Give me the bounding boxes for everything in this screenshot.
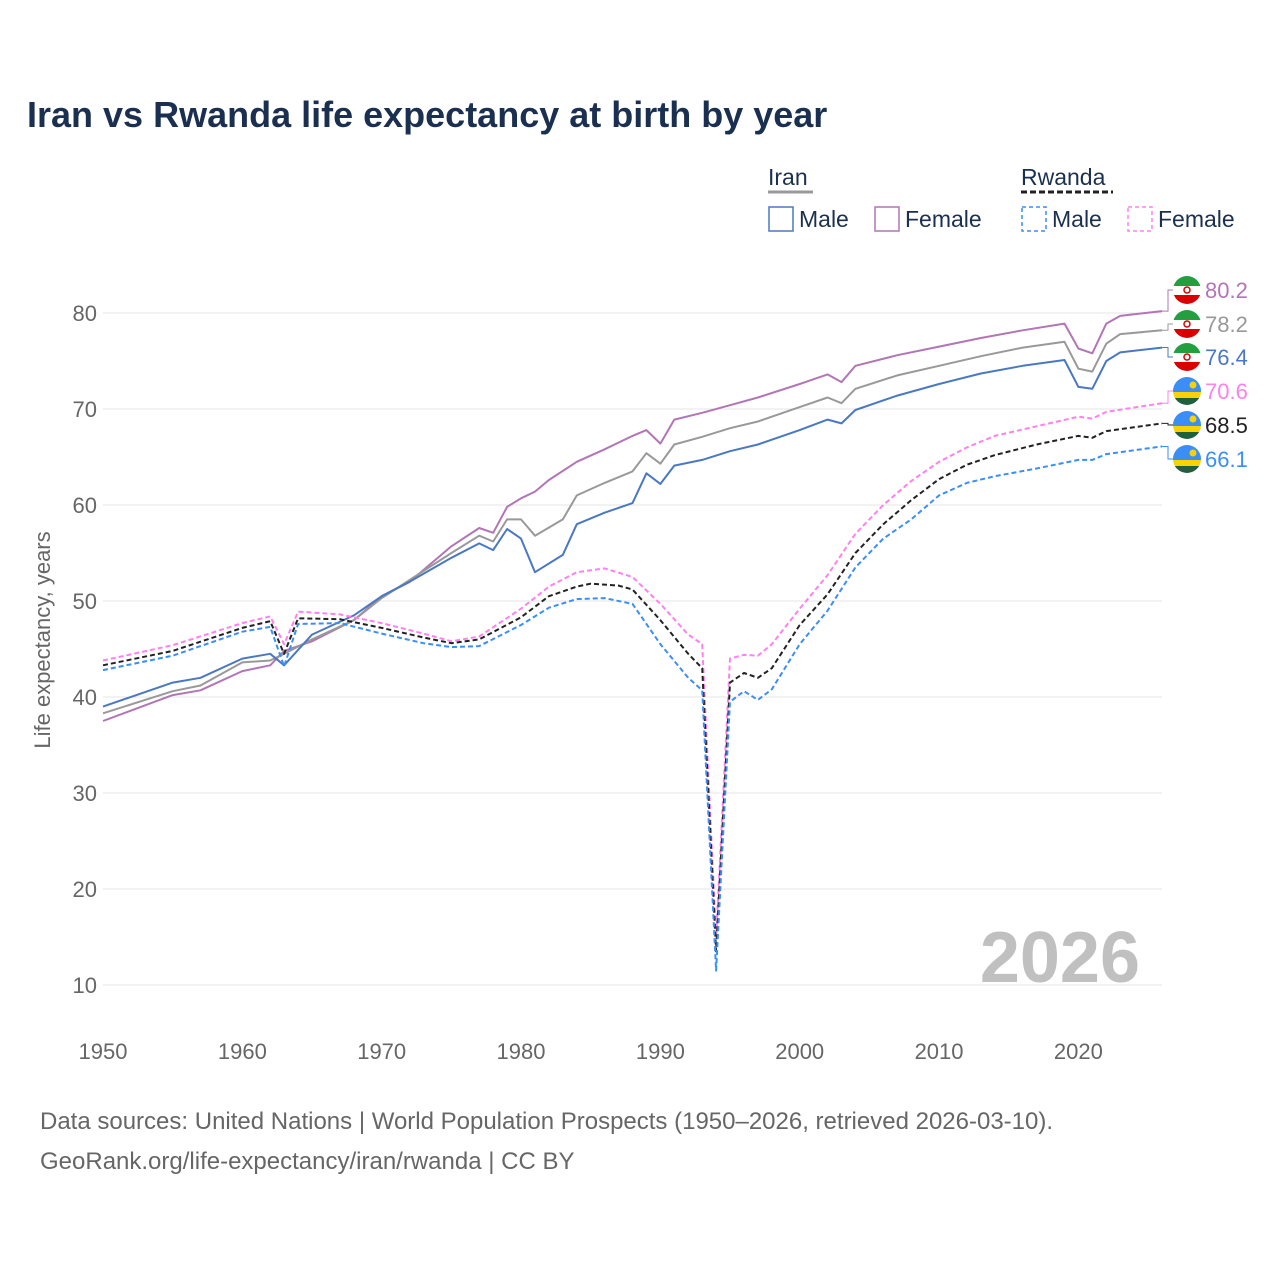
rwanda-flag-icon	[1173, 445, 1201, 473]
flag-stripe	[1173, 426, 1201, 432]
series-line-iran	[102, 329, 1163, 715]
legend-item-label: Male	[1052, 206, 1102, 232]
x-tick-label: 1970	[357, 1039, 406, 1064]
rwanda-flag-icon	[1173, 377, 1201, 405]
flag-stripe	[1173, 377, 1201, 392]
legend-swatch	[768, 206, 794, 232]
legend-swatch	[1127, 206, 1153, 232]
end-label-leader	[1162, 390, 1174, 404]
iran-flag-icon	[1173, 276, 1201, 304]
x-tick-label: 2010	[915, 1039, 964, 1064]
y-tick-label: 50	[73, 589, 97, 614]
y-tick-label: 80	[73, 301, 97, 326]
flag-body	[1173, 377, 1201, 405]
end-value-label: 68.5	[1205, 413, 1248, 438]
footer-attribution[interactable]: GeoRank.org/life-expectancy/iran/rwanda …	[40, 1148, 575, 1175]
end-value-label: 78.2	[1205, 312, 1248, 337]
flag-stripe	[1173, 432, 1201, 439]
flag-stripe	[1173, 411, 1201, 426]
legend-group-label: Iran	[768, 164, 808, 190]
y-tick-label: 60	[73, 493, 97, 518]
legend-item-label: Male	[799, 206, 849, 232]
flag-sun	[1189, 381, 1197, 389]
series-line-iran-male	[102, 346, 1163, 708]
end-label-leader	[1162, 289, 1174, 312]
flag-stripe	[1173, 362, 1201, 371]
end-value-label: 76.4	[1205, 345, 1248, 370]
legend-swatch	[1021, 206, 1047, 232]
end-label-leader	[1162, 445, 1174, 460]
series-line-rwanda-female	[102, 402, 1163, 938]
year-watermark: 2026	[980, 918, 1140, 998]
flag-emblem	[1183, 286, 1191, 294]
legend-swatch	[874, 206, 900, 232]
flag-sun	[1189, 415, 1197, 423]
flag-sun	[1189, 449, 1197, 457]
y-tick-label: 30	[73, 781, 97, 806]
flag-body	[1173, 276, 1201, 304]
flag-stripe	[1173, 466, 1201, 473]
end-label-leader	[1162, 422, 1174, 426]
flag-emblem	[1183, 353, 1191, 361]
series-line-rwanda	[102, 422, 1163, 953]
flag-stripe	[1173, 398, 1201, 405]
flag-stripe	[1173, 445, 1201, 460]
series-line-rwanda-male	[102, 445, 1163, 972]
legend-item-label: Female	[905, 206, 982, 232]
flag-body	[1173, 343, 1201, 371]
flag-stripe	[1173, 310, 1201, 320]
x-tick-label: 1960	[218, 1039, 267, 1064]
y-tick-label: 40	[73, 685, 97, 710]
chart-title: Iran vs Rwanda life expectancy at birth …	[27, 94, 828, 135]
flag-stripe	[1173, 276, 1201, 286]
y-tick-label: 70	[73, 397, 97, 422]
end-value-label: 66.1	[1205, 447, 1248, 472]
flag-stripe	[1173, 460, 1201, 466]
iran-flag-icon	[1173, 343, 1201, 371]
flag-stripe	[1173, 295, 1201, 304]
end-value-label: 70.6	[1205, 379, 1248, 404]
flag-stripe	[1173, 329, 1201, 338]
flag-stripe	[1173, 392, 1201, 398]
y-axis-label: Life expectancy, years	[30, 531, 55, 748]
x-tick-label: 2020	[1054, 1039, 1103, 1064]
x-tick-label: 1990	[636, 1039, 685, 1064]
legend-group-label: Rwanda	[1021, 164, 1106, 190]
rwanda-flag-icon	[1173, 411, 1201, 439]
flag-stripe	[1173, 343, 1201, 353]
y-tick-label: 20	[73, 877, 97, 902]
end-value-label: 80.2	[1205, 278, 1248, 303]
legend-item-label: Female	[1158, 206, 1235, 232]
flag-emblem	[1183, 320, 1191, 328]
flag-body	[1173, 445, 1201, 473]
series-line-iran-female	[102, 310, 1163, 722]
flag-stripe	[1173, 320, 1201, 329]
flag-stripe	[1173, 353, 1201, 362]
iran-flag-icon	[1173, 310, 1201, 338]
footer-sources: Data sources: United Nations | World Pop…	[40, 1108, 1054, 1135]
flag-stripe	[1173, 286, 1201, 295]
end-label-leader	[1162, 347, 1174, 358]
flag-body	[1173, 310, 1201, 338]
x-tick-label: 1950	[79, 1039, 128, 1064]
x-tick-label: 1980	[497, 1039, 546, 1064]
flag-body	[1173, 411, 1201, 439]
x-tick-label: 2000	[775, 1039, 824, 1064]
y-tick-label: 10	[73, 973, 97, 998]
end-label-leader	[1162, 323, 1174, 331]
